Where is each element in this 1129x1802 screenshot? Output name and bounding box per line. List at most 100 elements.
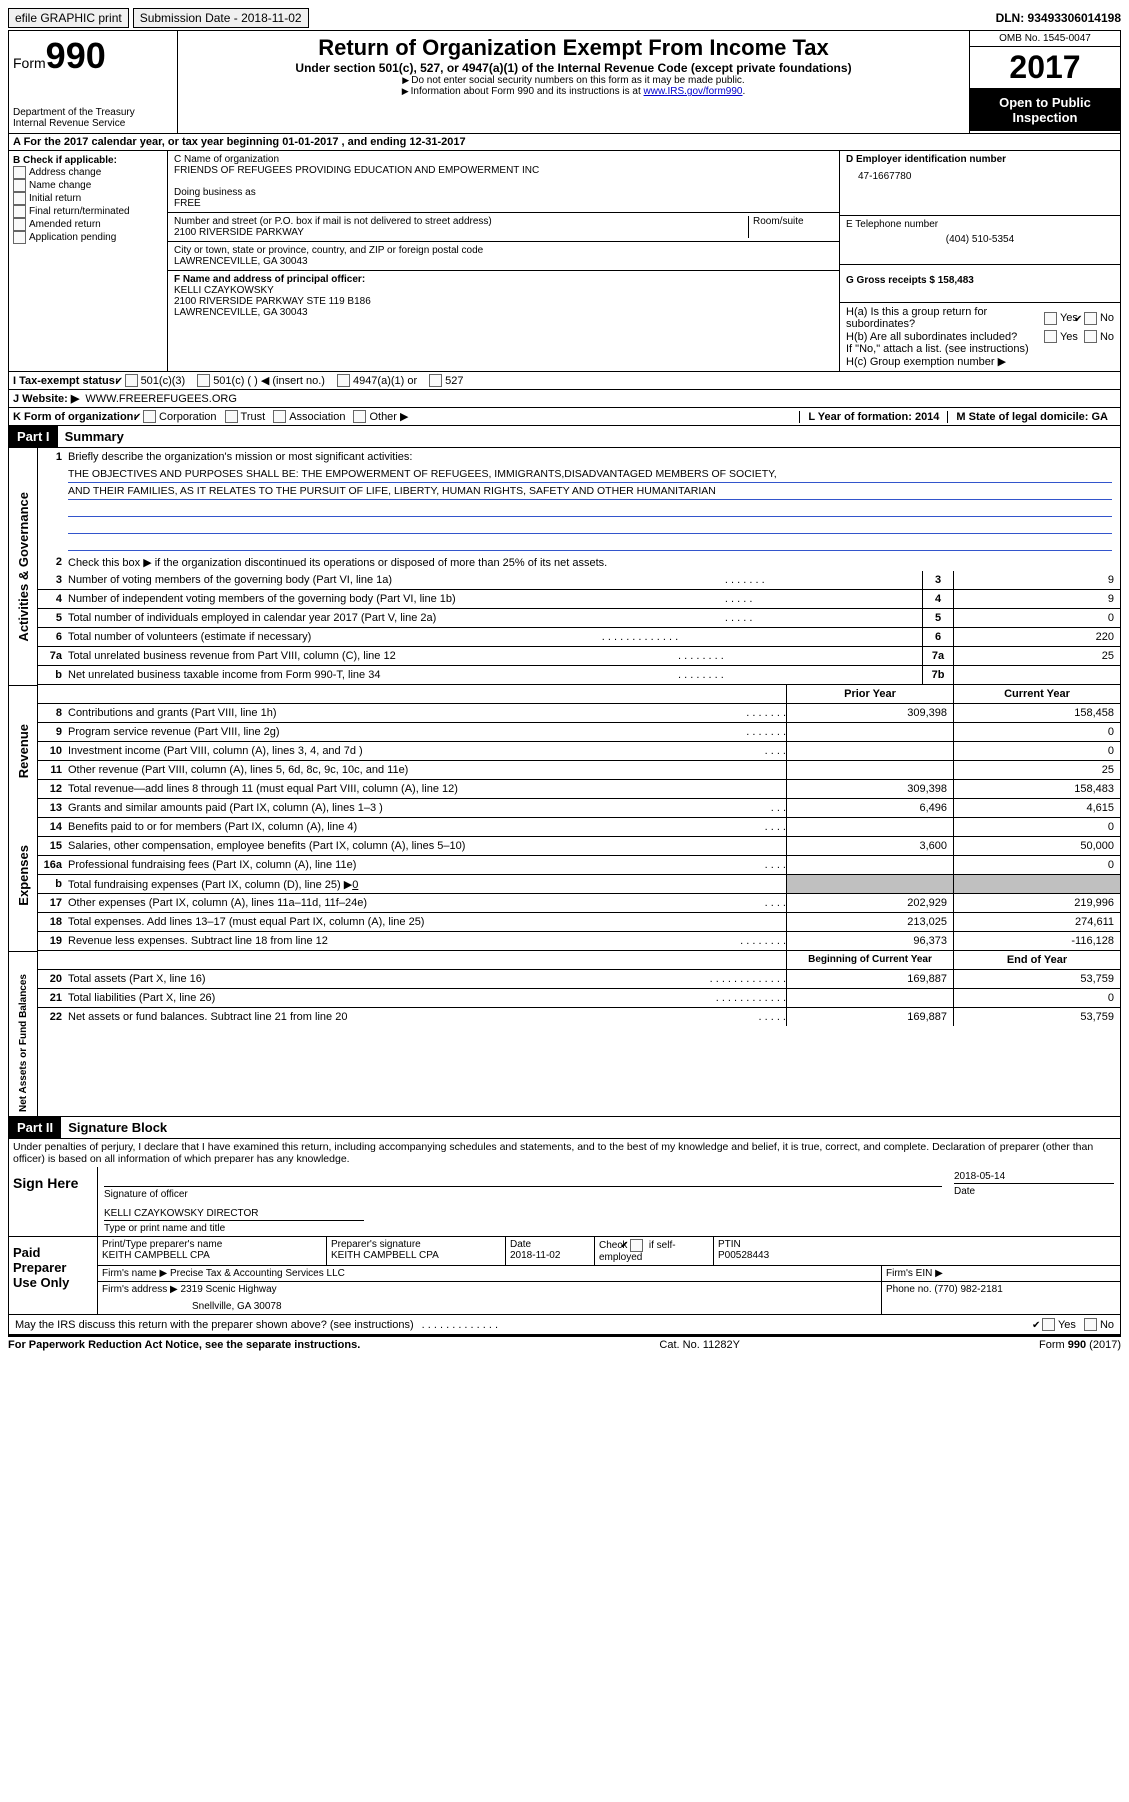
discuss-label: May the IRS discuss this return with the… xyxy=(15,1319,414,1331)
l3-val: 9 xyxy=(954,571,1120,589)
cb-ha-yes[interactable] xyxy=(1044,312,1057,325)
gross-receipts: G Gross receipts $ 158,483 xyxy=(846,275,1114,286)
sig-date-value: 2018-05-14 xyxy=(954,1171,1114,1184)
cb-other[interactable] xyxy=(353,410,366,423)
prep-date-label: Date xyxy=(510,1239,590,1250)
prep-date: 2018-11-02 xyxy=(510,1250,590,1261)
side-revenue: Revenue xyxy=(14,720,33,782)
note-ssn: Do not enter social security numbers on … xyxy=(186,75,961,86)
ha-label: H(a) Is this a group return for subordin… xyxy=(846,306,1044,330)
side-net-assets: Net Assets or Fund Balances xyxy=(16,970,31,1116)
firm-addr2: Snellville, GA 30078 xyxy=(102,1295,877,1312)
l7a-val: 25 xyxy=(954,647,1120,665)
row-j: J Website: ▶ WWW.FREEREFUGEES.ORG xyxy=(8,390,1121,408)
officer-addr1: 2100 RIVERSIDE PARKWAY STE 119 B186 xyxy=(174,296,833,307)
prep-sig: KEITH CAMPBELL CPA xyxy=(331,1250,501,1261)
submission-date: Submission Date - 2018-11-02 xyxy=(133,8,309,28)
cb-name-change[interactable] xyxy=(13,179,26,192)
page-footer: For Paperwork Reduction Act Notice, see … xyxy=(8,1335,1121,1351)
prior-year-hdr: Prior Year xyxy=(786,685,953,703)
cb-hb-no[interactable] xyxy=(1084,330,1097,343)
cb-discuss-yes[interactable] xyxy=(1042,1318,1055,1331)
begin-year-hdr: Beginning of Current Year xyxy=(786,951,953,969)
year-formation: L Year of formation: 2014 xyxy=(799,411,947,423)
efile-label: efile GRAPHIC print xyxy=(8,8,129,28)
phone-label: Phone no. (770) 982-2181 xyxy=(882,1282,1120,1314)
cb-assoc[interactable] xyxy=(273,410,286,423)
paid-preparer-label: Paid Preparer Use Only xyxy=(9,1237,98,1314)
officer-name-title: KELLI CZAYKOWSKY DIRECTOR xyxy=(104,1208,364,1221)
cb-4947[interactable] xyxy=(337,374,350,387)
cb-ha-no[interactable] xyxy=(1084,312,1097,325)
dept-treasury: Department of the Treasury xyxy=(13,107,173,118)
l6-desc: Total number of volunteers (estimate if … xyxy=(68,629,602,645)
cb-527[interactable] xyxy=(429,374,442,387)
l3-desc: Number of voting members of the governin… xyxy=(68,572,725,588)
cb-self-employed[interactable] xyxy=(630,1239,643,1252)
dba-label: Doing business as xyxy=(174,187,833,198)
signature-block: Sign Here Signature of officer 2018-05-1… xyxy=(8,1167,1121,1335)
mission-line1: THE OBJECTIVES AND PURPOSES SHALL BE: TH… xyxy=(68,468,1112,483)
form-subtitle: Under section 501(c), 527, or 4947(a)(1)… xyxy=(186,61,961,75)
cb-501c3[interactable] xyxy=(125,374,138,387)
cb-501c[interactable] xyxy=(197,374,210,387)
note-info: Information about Form 990 and its instr… xyxy=(186,86,961,97)
website-value: WWW.FREEREFUGEES.ORG xyxy=(85,393,237,405)
footer-left: For Paperwork Reduction Act Notice, see … xyxy=(8,1339,360,1351)
l1-desc: Briefly describe the organization's miss… xyxy=(68,449,1120,465)
addr-label: Number and street (or P.O. box if mail i… xyxy=(174,216,748,227)
section-expenses: Expenses 13Grants and similar amounts pa… xyxy=(8,799,1121,951)
l5-desc: Total number of individuals employed in … xyxy=(68,610,725,626)
info-grid: B Check if applicable: Address change Na… xyxy=(8,151,1121,372)
col-c: C Name of organization FRIENDS OF REFUGE… xyxy=(168,151,839,371)
l7a-desc: Total unrelated business revenue from Pa… xyxy=(68,648,678,664)
state-domicile: M State of legal domicile: GA xyxy=(947,411,1116,423)
omb-number: OMB No. 1545-0047 xyxy=(970,31,1120,47)
form-header: Form990 Department of the Treasury Inter… xyxy=(8,30,1121,134)
cb-application-pending[interactable] xyxy=(13,231,26,244)
org-name-label: C Name of organization xyxy=(174,154,833,165)
cb-trust[interactable] xyxy=(225,410,238,423)
section-governance: Activities & Governance 1Briefly describ… xyxy=(8,448,1121,685)
cb-discuss-no[interactable] xyxy=(1084,1318,1097,1331)
org-name: FRIENDS OF REFUGEES PROVIDING EDUCATION … xyxy=(174,165,833,176)
type-name-label: Type or print name and title xyxy=(104,1223,1114,1234)
cb-initial-return[interactable] xyxy=(13,192,26,205)
prep-sig-label: Preparer's signature xyxy=(331,1239,501,1250)
cb-hb-yes[interactable] xyxy=(1044,330,1057,343)
cb-amended-return[interactable] xyxy=(13,218,26,231)
col-d: D Employer identification number 47-1667… xyxy=(839,151,1120,371)
hb-note: If "No," attach a list. (see instruction… xyxy=(846,343,1114,355)
tax-year: 2017 xyxy=(970,47,1120,89)
addr-value: 2100 RIVERSIDE PARKWAY xyxy=(174,227,748,238)
section-a: A For the 2017 calendar year, or tax yea… xyxy=(8,134,1121,151)
section-net-assets: Net Assets or Fund Balances 20Total asse… xyxy=(8,970,1121,1117)
part1-header: Part I Summary xyxy=(8,426,1121,448)
footer-right: Form 990 (2017) xyxy=(1039,1339,1121,1351)
l2-desc: Check this box ▶ if the organization dis… xyxy=(68,554,1120,571)
firm-name: Precise Tax & Accounting Services LLC xyxy=(170,1268,345,1279)
side-governance: Activities & Governance xyxy=(14,488,33,646)
firm-ein-label: Firm's EIN ▶ xyxy=(882,1266,1120,1282)
cb-final-return[interactable] xyxy=(13,205,26,218)
prep-name-label: Print/Type preparer's name xyxy=(102,1239,322,1250)
row-i: I Tax-exempt status: 501(c)(3) 501(c) ( … xyxy=(8,372,1121,390)
cb-address-change[interactable] xyxy=(13,166,26,179)
part2-header: Part II Signature Block xyxy=(8,1117,1121,1139)
top-bar: efile GRAPHIC print Submission Date - 20… xyxy=(8,8,1121,28)
perjury-statement: Under penalties of perjury, I declare th… xyxy=(8,1139,1121,1167)
irs-link[interactable]: www.IRS.gov/form990 xyxy=(644,86,743,97)
officer-name: KELLI CZAYKOWSKY xyxy=(174,285,833,296)
cb-corp[interactable] xyxy=(143,410,156,423)
city-value: LAWRENCEVILLE, GA 30043 xyxy=(174,256,833,267)
l6-val: 220 xyxy=(954,628,1120,646)
room-suite: Room/suite xyxy=(748,216,833,238)
ein-label: D Employer identification number xyxy=(846,154,1114,165)
row-k: K Form of organization: Corporation Trus… xyxy=(8,408,1121,426)
ptin-value: P00528443 xyxy=(718,1250,1116,1261)
sig-date-label: Date xyxy=(954,1186,1114,1197)
self-employed: Check if self-employed xyxy=(595,1237,714,1266)
l4-desc: Number of independent voting members of … xyxy=(68,591,725,607)
footer-center: Cat. No. 11282Y xyxy=(659,1339,740,1351)
end-year-hdr: End of Year xyxy=(953,951,1120,969)
